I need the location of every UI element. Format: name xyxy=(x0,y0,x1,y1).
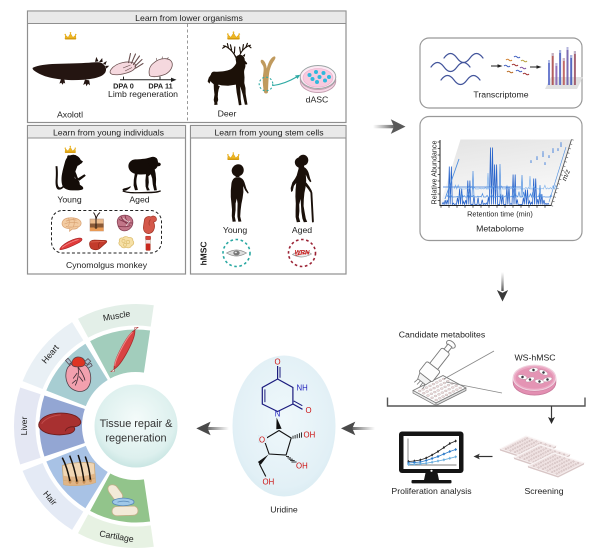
svg-text:Aged: Aged xyxy=(292,225,312,235)
svg-text:Uridine: Uridine xyxy=(270,505,298,515)
svg-text:Candidate metabolites: Candidate metabolites xyxy=(399,330,486,340)
svg-text:NH: NH xyxy=(297,384,308,393)
svg-text:OH: OH xyxy=(304,431,316,440)
svg-text:Learn from lower organisms: Learn from lower organisms xyxy=(135,13,243,23)
svg-text:regeneration: regeneration xyxy=(105,433,166,445)
svg-text:Proliferation analysis: Proliferation analysis xyxy=(391,486,472,496)
svg-text:DPA 0: DPA 0 xyxy=(113,81,134,90)
svg-text:O: O xyxy=(305,406,311,415)
svg-text:Aged: Aged xyxy=(129,195,149,205)
svg-text:WRN: WRN xyxy=(294,250,309,257)
svg-text:O: O xyxy=(259,436,265,445)
svg-text:Liver: Liver xyxy=(19,416,29,435)
svg-text:Transcriptome: Transcriptome xyxy=(473,90,528,100)
svg-text:Learn from young stem cells: Learn from young stem cells xyxy=(214,127,324,137)
svg-text:Muscle: Muscle xyxy=(102,308,131,323)
svg-text:Learn from young individuals: Learn from young individuals xyxy=(53,127,165,137)
svg-text:Cynomolgus monkey: Cynomolgus monkey xyxy=(66,260,148,270)
svg-text:Deer: Deer xyxy=(218,109,237,119)
svg-text:O: O xyxy=(275,358,281,367)
svg-text:Axolotl: Axolotl xyxy=(57,110,83,120)
svg-text:m/z: m/z xyxy=(559,168,572,182)
svg-text:Relative Abundance: Relative Abundance xyxy=(430,141,439,205)
svg-text:OH: OH xyxy=(263,478,275,487)
svg-text:Metabolome: Metabolome xyxy=(476,224,524,234)
svg-text:Young: Young xyxy=(57,195,81,205)
svg-text:Limb regeneration: Limb regeneration xyxy=(108,89,178,99)
svg-text:OH: OH xyxy=(296,462,308,471)
svg-text:Screening: Screening xyxy=(524,486,563,496)
svg-text:hMSC: hMSC xyxy=(199,241,209,265)
svg-text:Tissue repair &: Tissue repair & xyxy=(100,418,174,430)
svg-text:dASC: dASC xyxy=(306,95,329,105)
svg-text:Young: Young xyxy=(223,225,247,235)
svg-text:DPA 11: DPA 11 xyxy=(148,81,172,90)
svg-text:Retention time (min): Retention time (min) xyxy=(467,210,533,219)
svg-text:WS-hMSC: WS-hMSC xyxy=(514,352,555,362)
svg-text:N: N xyxy=(275,410,281,419)
